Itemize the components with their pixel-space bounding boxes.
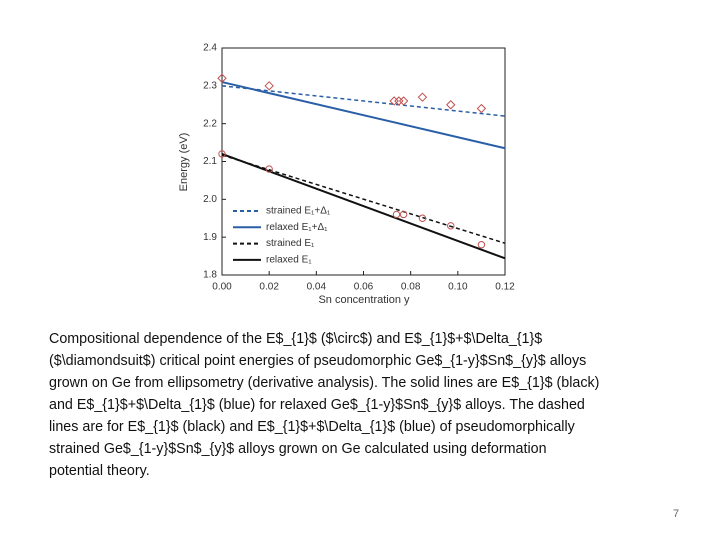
- y-tick-label: 2.3: [203, 80, 217, 91]
- diamond-point: [217, 73, 227, 83]
- y-tick-label: 2.0: [203, 194, 217, 205]
- x-tick-label: 0.10: [448, 282, 468, 293]
- legend-box: [228, 202, 346, 270]
- legend-label: strained E₁: [266, 238, 315, 249]
- caption-line: strained Ge$_{1-y}$Sn$_{y}$ alloys grown…: [49, 441, 547, 457]
- legend-label: relaxed E₁: [266, 255, 312, 266]
- diamond-point: [394, 96, 404, 106]
- y-axis-label: Energy (eV): [178, 133, 190, 192]
- caption-line: ($\diamondsuit$) critical point energies…: [49, 353, 586, 369]
- x-axis-label: Sn concentration y: [318, 294, 410, 306]
- x-tick-label: 0.12: [495, 282, 515, 293]
- diamond-point: [398, 96, 409, 106]
- diamond-point: [264, 81, 274, 91]
- circle-point: [477, 241, 486, 249]
- x-tick-label: 0.00: [212, 282, 232, 293]
- diamond-point: [417, 92, 428, 102]
- caption-line: and E$_{1}$+$\Delta_{1}$ (blue) for rela…: [49, 397, 585, 413]
- circle-point: [447, 222, 455, 230]
- x-tick-label: 0.02: [259, 282, 279, 293]
- caption-line: potential theory.: [49, 463, 150, 479]
- circle-point: [392, 210, 401, 219]
- diamond-point: [446, 100, 456, 110]
- y-tick-label: 1.9: [203, 232, 217, 243]
- series-line: [221, 154, 506, 244]
- circle-point: [218, 150, 226, 158]
- page-number: 7: [673, 508, 679, 520]
- series-line: [221, 152, 506, 260]
- y-tick-label: 2.2: [203, 118, 217, 129]
- caption-line: grown on Ge from ellipsometry (derivativ…: [49, 375, 599, 391]
- circle-point: [399, 210, 408, 219]
- y-tick-label: 2.1: [203, 156, 217, 167]
- circle-point: [418, 214, 427, 222]
- x-tick-label: 0.06: [354, 282, 374, 293]
- series-line: [221, 85, 506, 117]
- y-tick-label: 2.4: [203, 43, 217, 54]
- circle-point: [265, 165, 273, 173]
- diamond-point: [476, 103, 487, 114]
- caption-line: Compositional dependence of the E$_{1}$ …: [49, 331, 542, 347]
- series-line: [221, 81, 506, 150]
- caption-line: lines are for E$_{1}$ (black) and E$_{1}…: [49, 419, 576, 435]
- y-tick-label: 1.8: [203, 270, 217, 281]
- legend-label: strained E₁+Δ₁: [266, 206, 331, 217]
- x-tick-label: 0.08: [401, 282, 421, 293]
- x-tick-label: 0.04: [307, 282, 327, 293]
- legend-label: relaxed E₁+Δ₁: [266, 222, 328, 233]
